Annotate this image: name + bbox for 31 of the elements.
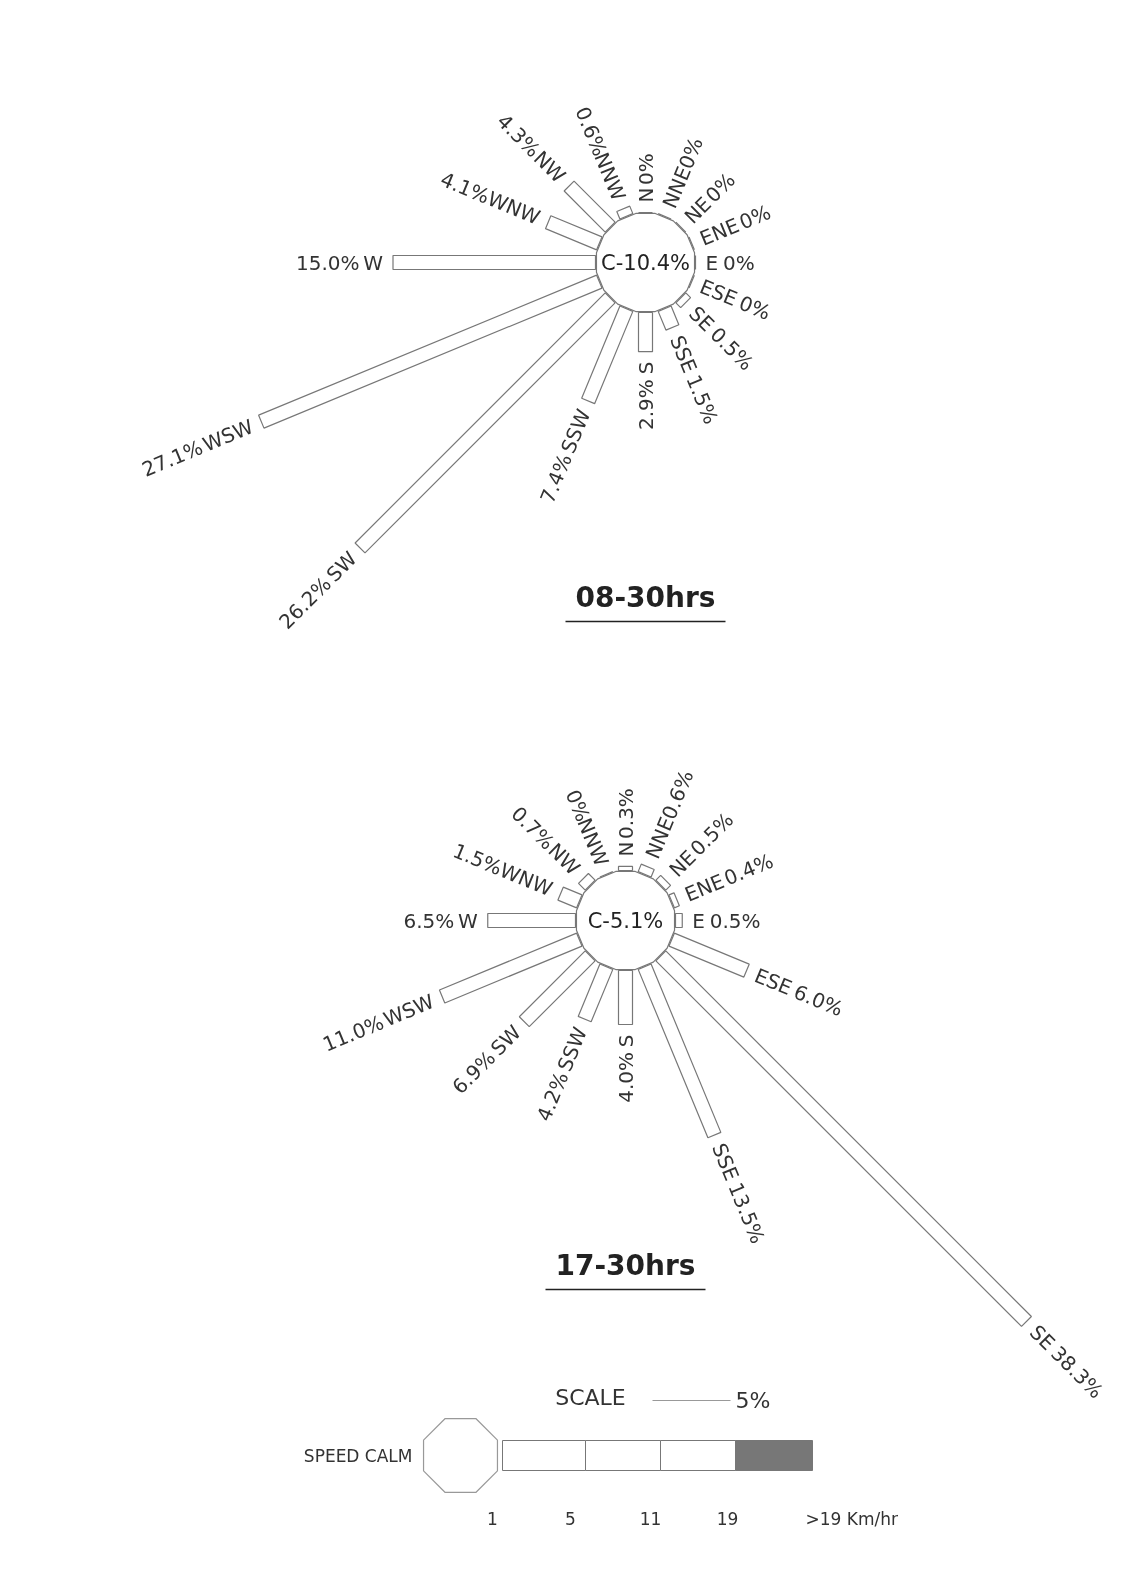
category-label: S [633,361,658,375]
text: 19 [716,1509,739,1529]
text: 11 [639,1509,662,1529]
category-label: ESE [751,963,796,1001]
text: 17-30hrs [555,1249,696,1282]
text: 08-30hrs [575,581,716,614]
data-label: 4.0% [613,1052,638,1103]
category-label: W [457,908,478,933]
data-label: 0% [723,250,755,275]
text: SCALE [555,1385,626,1410]
text: 1 [487,1509,498,1529]
category-label: E [692,908,705,933]
data-label: 0.5% [709,908,761,933]
category-label: W [363,250,384,275]
data-label: 6.5% [403,908,455,933]
text: C-5.1% [587,908,664,933]
data-label: 15.0% [295,250,360,275]
text: C-10.4% [601,250,690,275]
data-label: 0.3% [613,788,638,839]
category-label: S [613,1034,638,1048]
category-label: SSW [555,405,596,457]
text: 5% [735,1388,771,1413]
data-label: 0% [633,153,658,185]
category-label: E [705,250,719,275]
category-label: N [633,187,658,203]
text: 5 [565,1509,576,1529]
text: >19 Km/hr [805,1508,898,1529]
text: SPEED CALM [303,1445,413,1466]
category-label: SSW [552,1023,593,1075]
data-label: 2.9% [633,379,658,430]
category-label: N [613,841,638,857]
